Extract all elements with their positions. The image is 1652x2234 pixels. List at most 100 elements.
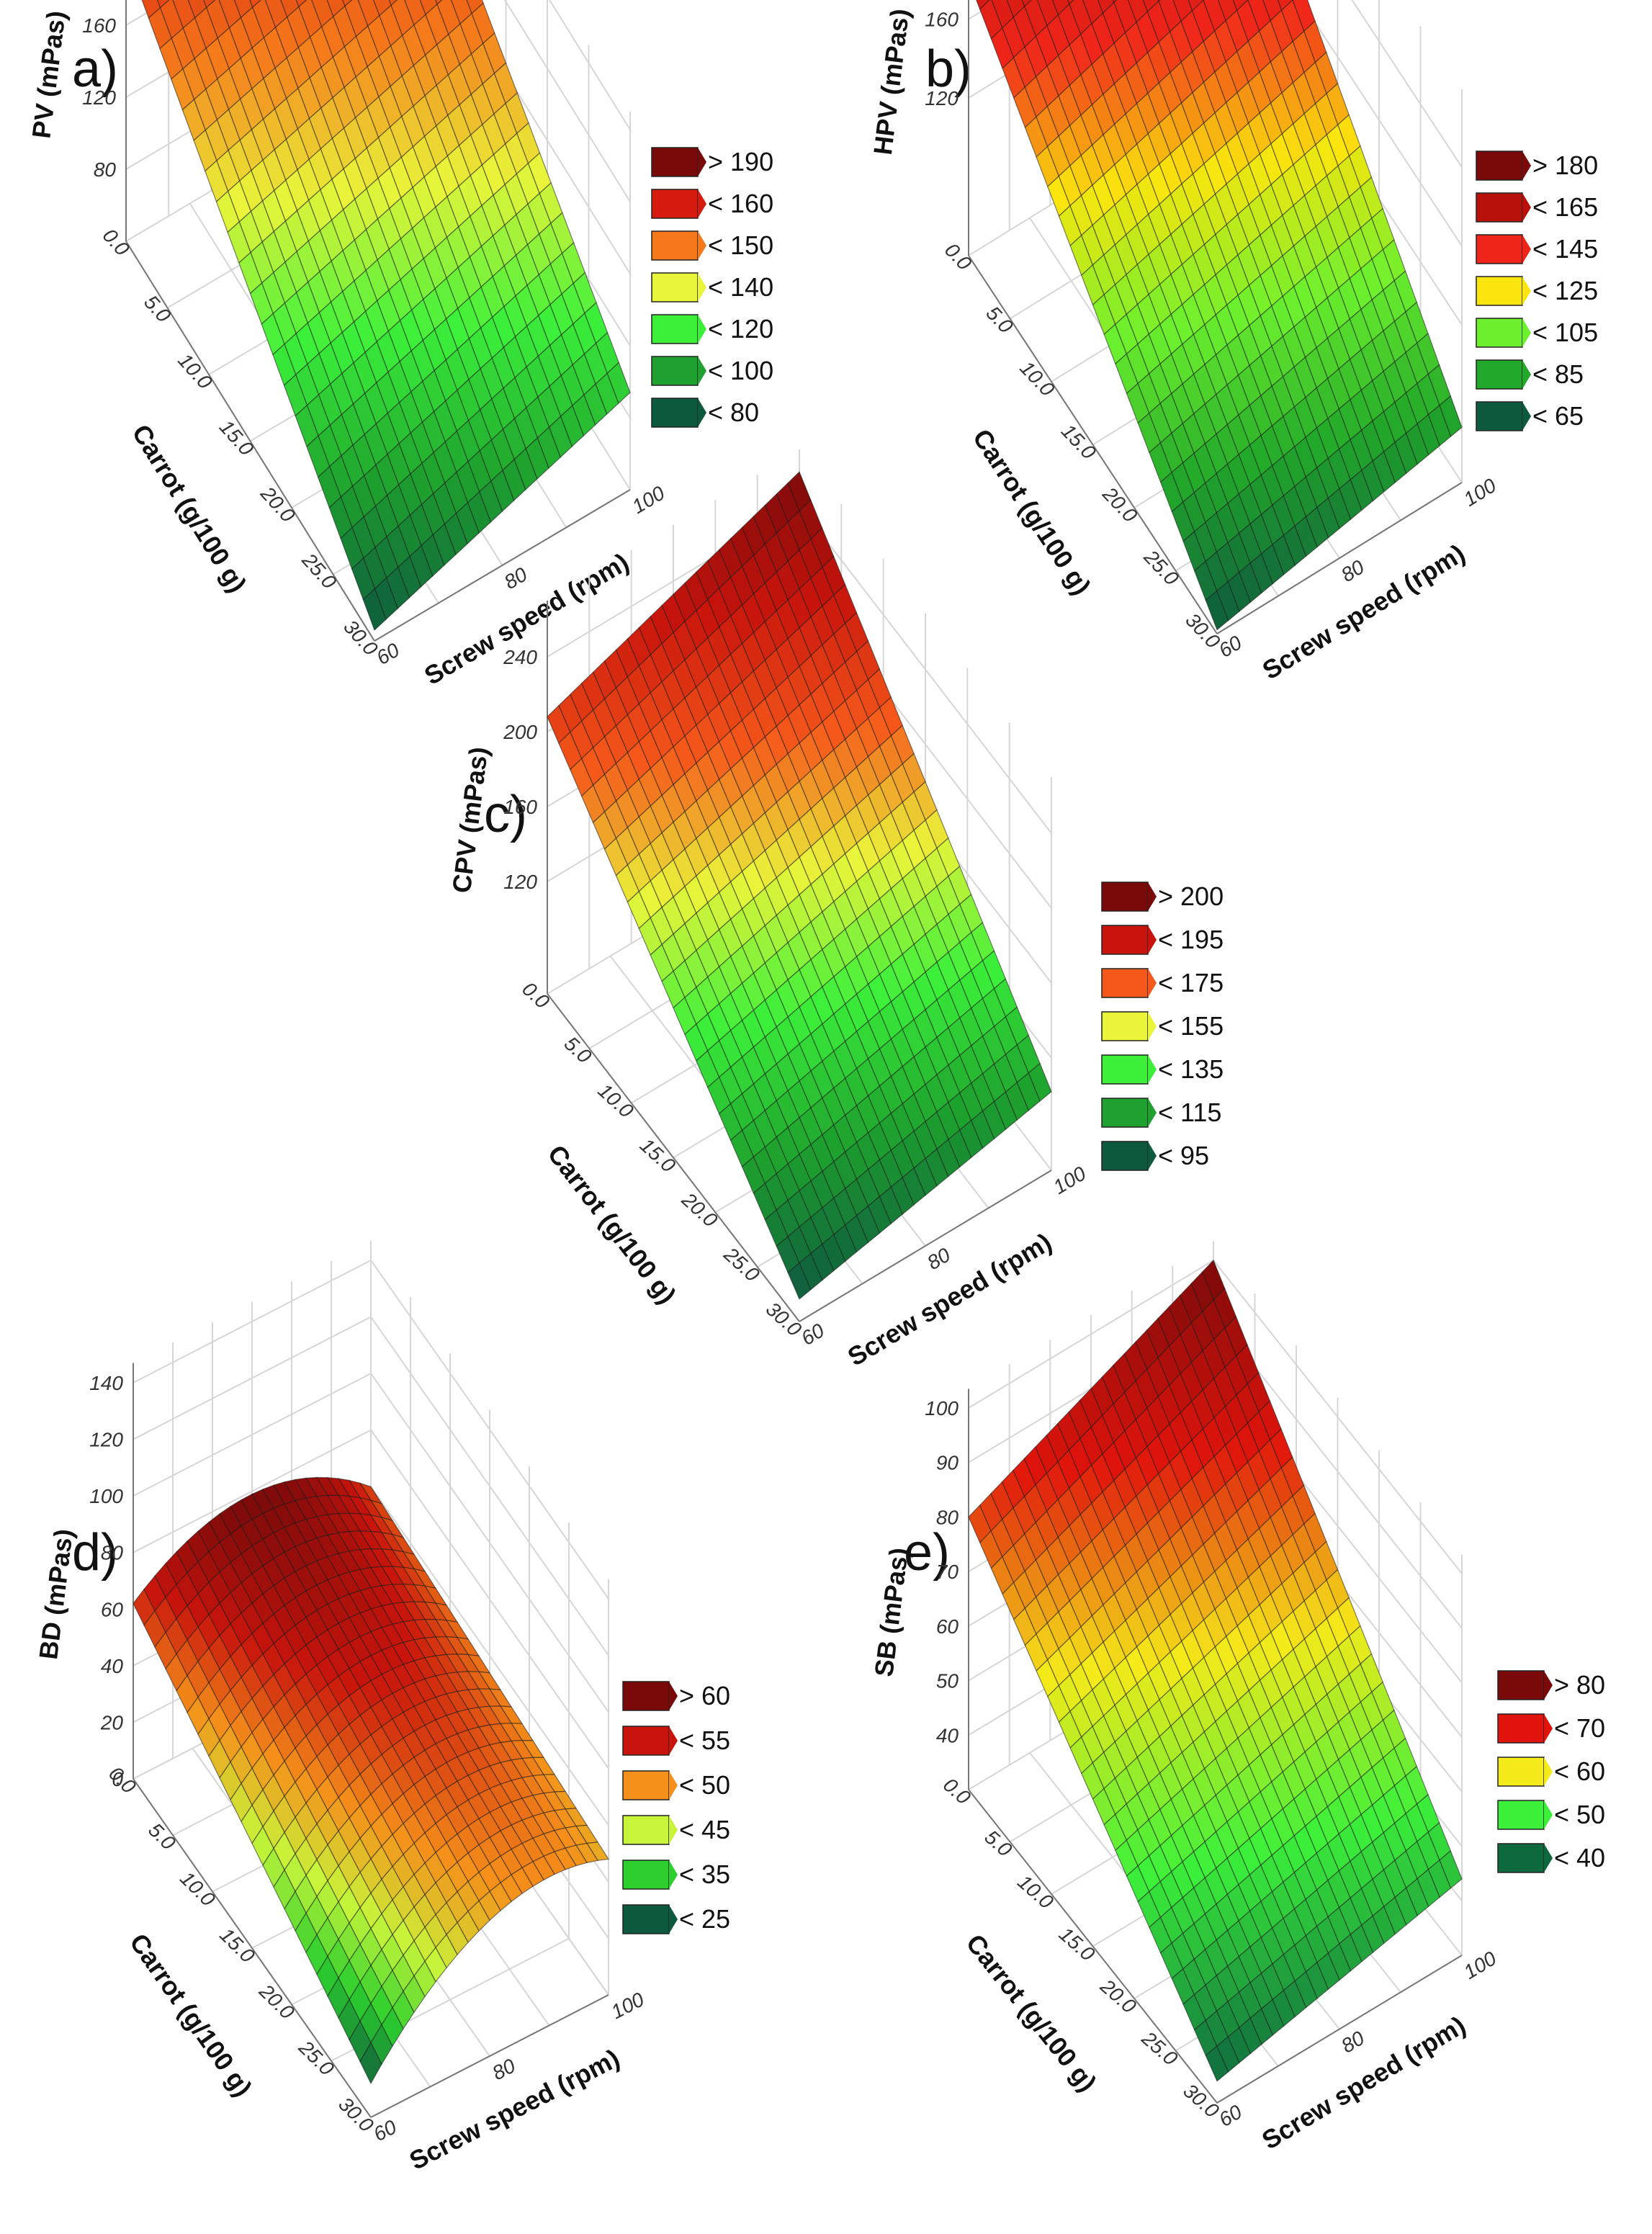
legend-swatch — [651, 272, 699, 302]
legend: > 180 < 165 < 145 < 125 < 105 < 85 < 65 — [1476, 151, 1598, 431]
legend-swatch-arrow — [698, 315, 706, 344]
legend-swatch — [651, 230, 699, 261]
panel-label: a) — [72, 40, 118, 98]
legend-swatch — [1497, 1843, 1545, 1873]
surface-cell — [203, 0, 216, 9]
y-tick-label: 100 — [1049, 1162, 1090, 1198]
legend-swatch-arrow — [1522, 277, 1531, 305]
side-wall-zline — [370, 1260, 609, 1600]
response-surface — [968, 1259, 1463, 2082]
x-tick-label: 10.0 — [593, 1079, 637, 1122]
legend-swatch-arrow — [1148, 1098, 1157, 1127]
back-wall-zline — [133, 1373, 372, 1497]
legend-swatch — [1476, 192, 1523, 223]
legend-label: < 80 — [708, 398, 759, 427]
legend-label: < 100 — [708, 356, 773, 385]
legend-swatch — [651, 189, 699, 219]
legend-swatch-arrow — [1148, 882, 1157, 911]
y-tick-label: 80 — [923, 1243, 954, 1274]
side-wall-zline — [1351, 0, 1463, 168]
x-tick-label: 20.0 — [1096, 1974, 1141, 2017]
legend-swatch — [622, 1860, 670, 1890]
z-tick-label: 200 — [503, 721, 537, 743]
legend-swatch-arrow — [669, 1726, 678, 1755]
legend-label: < 175 — [1158, 968, 1224, 997]
legend-label: < 95 — [1158, 1141, 1209, 1170]
x-tick-label: 10.0 — [1015, 356, 1059, 400]
y-axis-line — [1216, 482, 1463, 634]
legend-swatch-arrow — [1544, 1800, 1553, 1829]
legend-swatch — [1476, 318, 1523, 348]
panel-b: b)120160200HPV (mPas)0.05.010.015.020.02… — [868, 0, 1598, 685]
z-tick-label: 70 — [936, 1561, 959, 1583]
legend-swatch-arrow — [1148, 1055, 1157, 1084]
legend-swatch-arrow — [669, 1905, 678, 1934]
x-tick-label: 5.0 — [980, 1826, 1016, 1861]
legend-label: > 200 — [1158, 882, 1224, 911]
legend-swatch-arrow — [1522, 151, 1531, 180]
x-tick-label: 15.0 — [215, 416, 259, 460]
x-tick-label: 15.0 — [636, 1134, 680, 1177]
x-tick-label: 0.0 — [939, 1773, 975, 1808]
z-tick-label: 120 — [89, 1429, 123, 1451]
panel-label: c) — [484, 786, 527, 843]
legend-swatch-arrow — [698, 273, 706, 302]
legend-label: < 160 — [708, 189, 773, 218]
z-axis-ticks: 120 160 200 240 — [503, 646, 537, 893]
y-tick-label: 100 — [1460, 474, 1500, 511]
legend-swatch-arrow — [1544, 1671, 1553, 1700]
x-tick-label: 20.0 — [677, 1188, 722, 1232]
side-wall-zline — [370, 1486, 609, 1826]
legend-swatch-arrow — [1544, 1757, 1553, 1786]
z-axis-ticks: 40 50 60 70 80 90 100 — [925, 1397, 959, 1746]
back-wall-zline — [133, 1316, 372, 1440]
legend-label: > 190 — [708, 147, 773, 176]
z-tick-label: 40 — [101, 1655, 124, 1677]
legend-label: < 45 — [679, 1815, 730, 1844]
surface-cell — [787, 1262, 812, 1300]
x-tick-label: 15.0 — [215, 1924, 259, 1968]
legend-label: < 195 — [1158, 925, 1224, 954]
z-tick-label: 40 — [936, 1724, 959, 1746]
legend-swatch-arrow — [1544, 1714, 1553, 1743]
z-tick-label: 240 — [503, 646, 537, 668]
legend-swatch-arrow — [698, 189, 706, 218]
legend-swatch-arrow — [1522, 235, 1531, 264]
legend-swatch — [622, 1681, 670, 1711]
z-tick-label: 120 — [925, 87, 959, 109]
legend-swatch — [651, 398, 699, 428]
y-axis-title: Screw speed (rpm) — [405, 2043, 624, 2176]
legend-label: < 140 — [708, 272, 773, 302]
legend-label: < 85 — [1532, 359, 1584, 389]
panel-label: e) — [904, 1524, 950, 1582]
surface-cell — [156, 0, 170, 9]
panel-a: a)80120160200240PV (mPas)0.05.010.015.02… — [26, 0, 773, 691]
response-surface — [976, 0, 1463, 631]
legend-swatch — [1497, 1757, 1545, 1787]
x-tick-label: 10.0 — [174, 349, 217, 394]
legend-swatch-arrow — [669, 1816, 678, 1844]
x-axis-line — [547, 993, 800, 1322]
x-tick-label: 0.0 — [99, 224, 134, 260]
side-wall-zline — [370, 1373, 609, 1713]
y-axis-title: Screw speed (rpm) — [843, 1227, 1056, 1372]
legend-swatch — [1476, 276, 1523, 306]
legend-swatch — [651, 356, 699, 386]
y-tick-label: 80 — [489, 2054, 519, 2084]
x-axis-line — [125, 241, 375, 642]
legend-swatch-arrow — [1522, 318, 1531, 347]
y-axis-line — [799, 1170, 1052, 1322]
legend-label: < 65 — [1532, 401, 1584, 431]
x-tick-label: 0.0 — [104, 1762, 140, 1798]
surface-cell — [976, 0, 990, 10]
legend-label: < 145 — [1532, 234, 1598, 264]
legend-swatch — [1101, 1098, 1149, 1128]
x-tick-label: 5.0 — [982, 302, 1018, 338]
legend-swatch — [1476, 359, 1523, 390]
legend: > 60 < 55 < 50 < 45 < 35 < 25 — [622, 1681, 730, 1934]
z-tick-label: 100 — [89, 1485, 123, 1507]
surface-cell — [362, 588, 387, 632]
legend-swatch-arrow — [1544, 1844, 1553, 1872]
z-tick-label: 60 — [936, 1615, 959, 1638]
